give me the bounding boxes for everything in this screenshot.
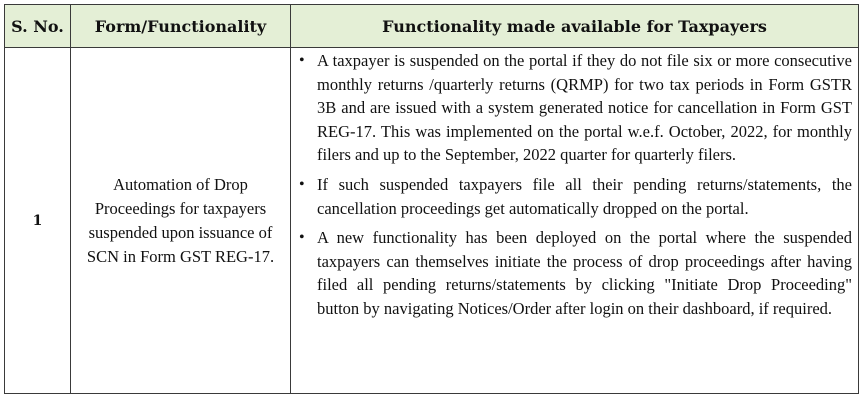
functionality-table: S. No. Form/Functionality Functionality … <box>4 4 859 394</box>
row-functionality-details: • A taxpayer is suspended on the portal … <box>290 47 859 394</box>
functionality-bullet-list: • A taxpayer is suspended on the portal … <box>295 49 852 321</box>
header-row: S. No. Form/Functionality Functionality … <box>4 4 859 48</box>
list-item-text: A taxpayer is suspended on the portal if… <box>317 51 852 165</box>
header-functionality-available: Functionality made available for Taxpaye… <box>290 4 859 48</box>
row-sno: 1 <box>4 47 71 394</box>
header-form-functionality: Form/Functionality <box>70 4 291 48</box>
list-item: • If such suspended taxpayers file all t… <box>295 173 852 220</box>
bullet-icon: • <box>299 229 305 247</box>
bullet-icon: • <box>299 175 305 193</box>
list-item: • A new functionality has been deployed … <box>295 226 852 320</box>
list-item-text: A new functionality has been deployed on… <box>317 228 852 318</box>
bullet-icon: • <box>299 52 305 69</box>
table-row: 1 Automation of Drop Proceedings for tax… <box>4 47 859 394</box>
header-sno: S. No. <box>4 4 71 48</box>
list-item-text: If such suspended taxpayers file all the… <box>317 174 852 218</box>
list-item: • A taxpayer is suspended on the portal … <box>295 49 852 167</box>
row-form-functionality: Automation of Drop Proceedings for taxpa… <box>70 47 291 394</box>
